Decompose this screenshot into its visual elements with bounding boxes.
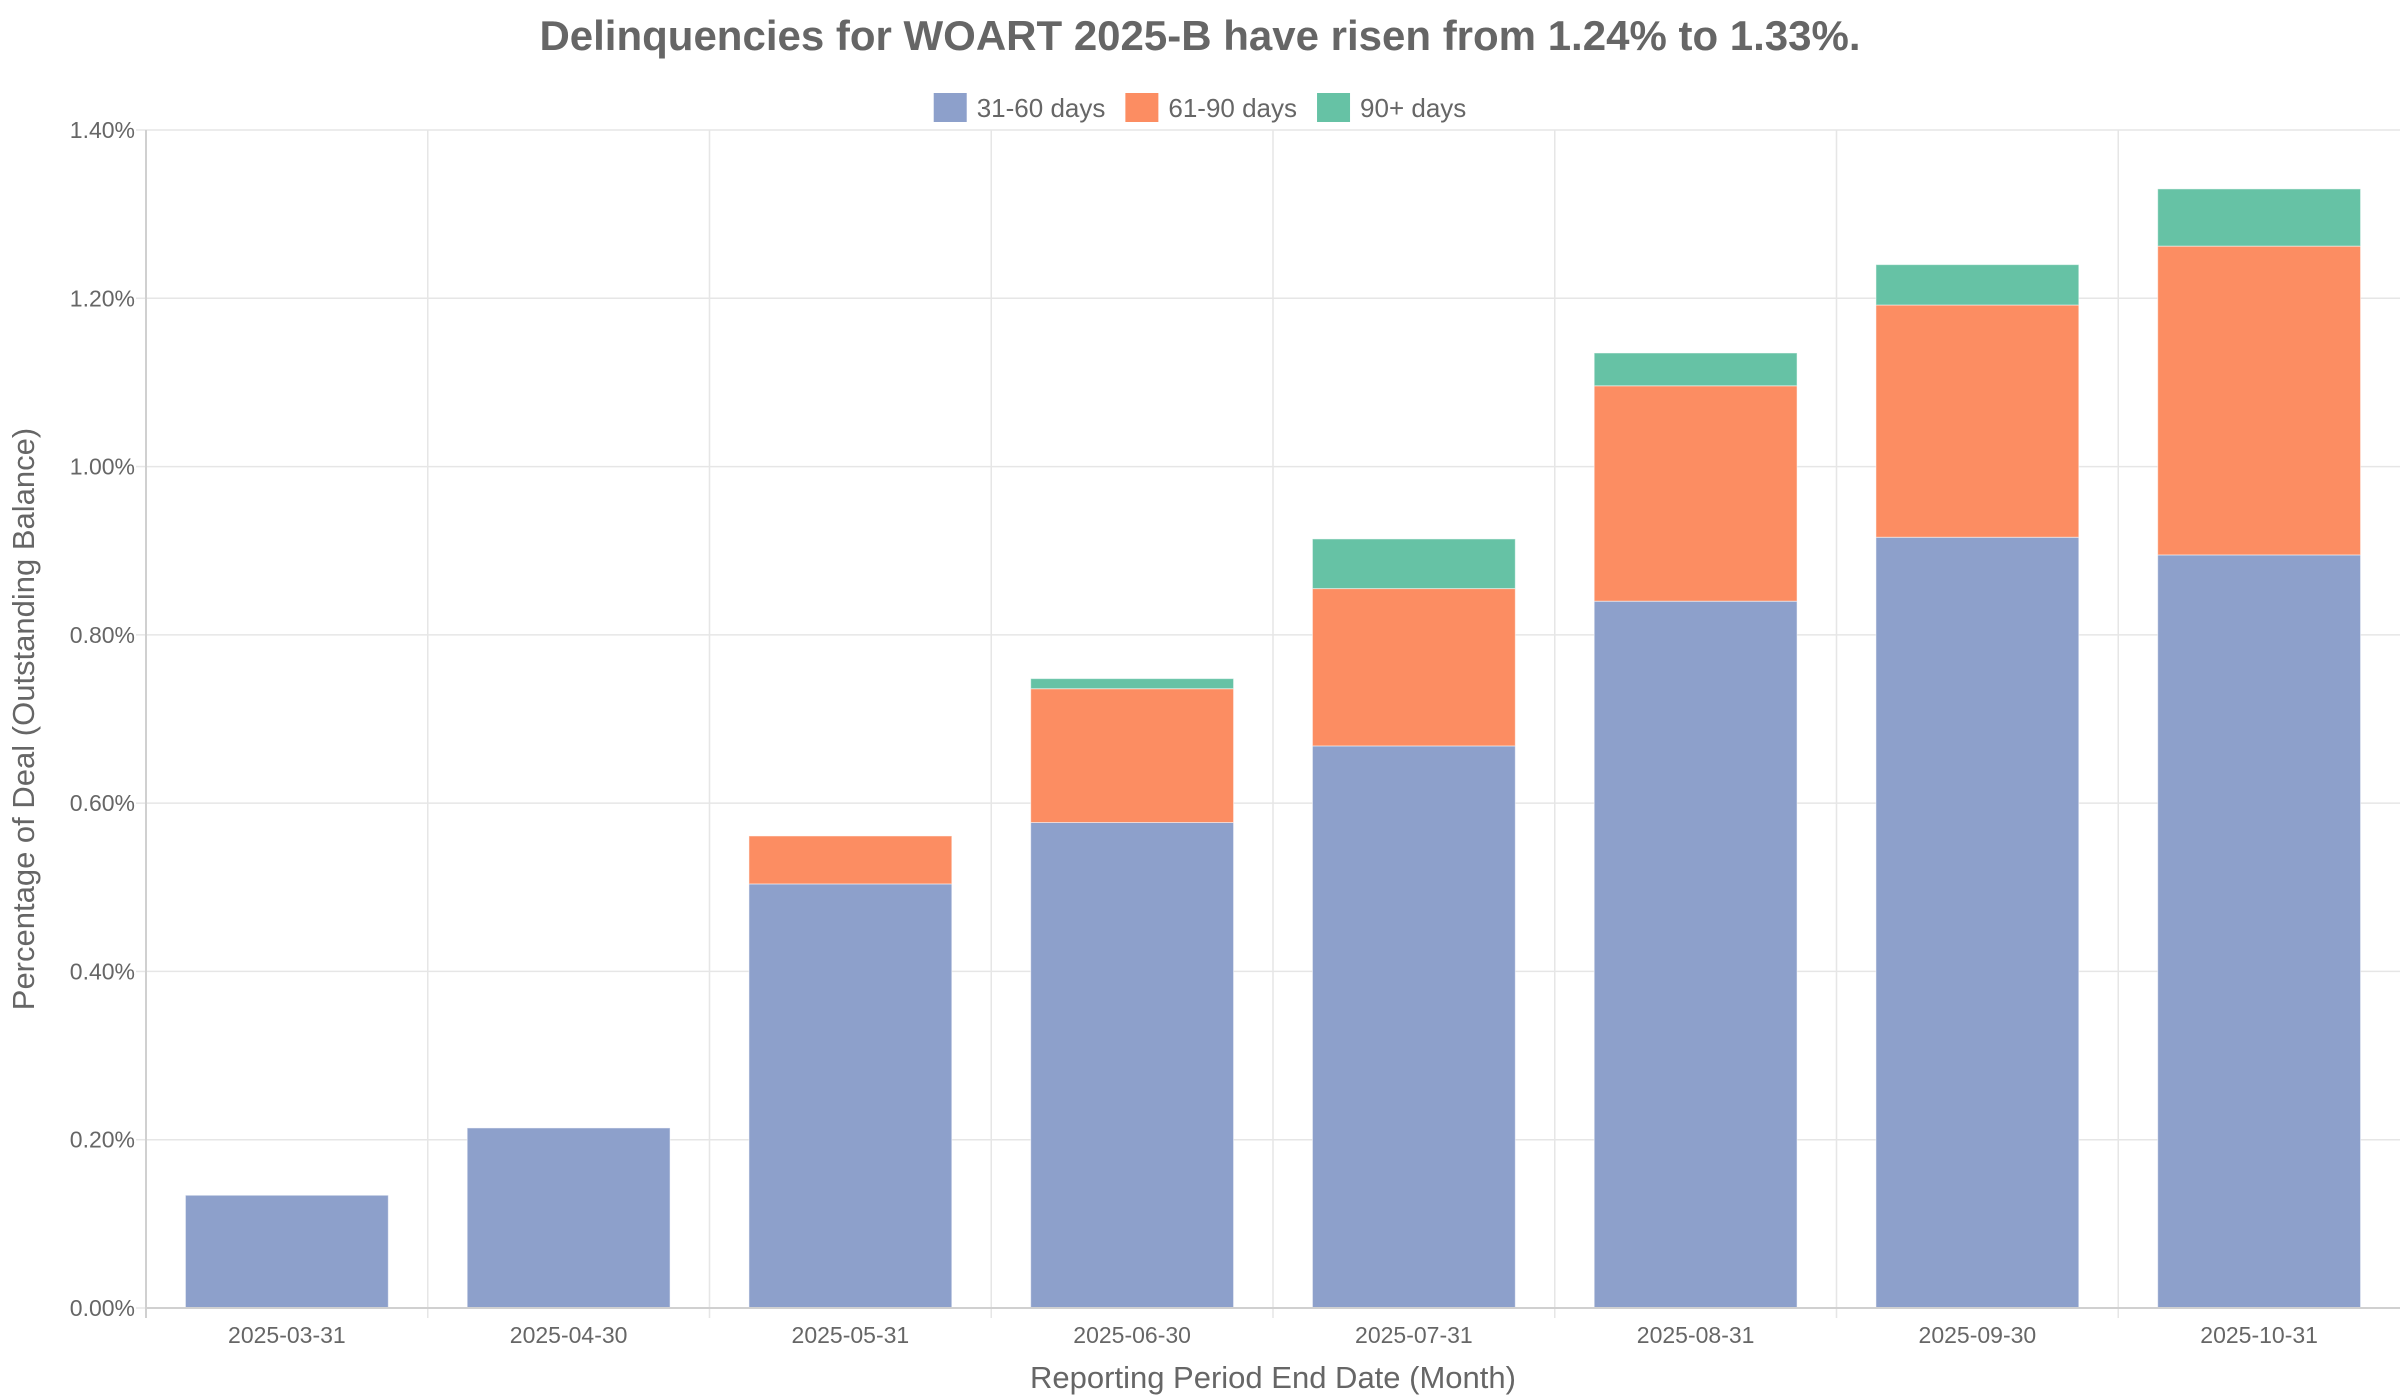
y-tick-label: 0.60% [70,790,135,816]
x-tick-label: 2025-03-31 [228,1322,346,1348]
bar-31-60-days-2025-07-31 [1311,745,1516,1309]
bar-61-90-days-2025-09-30 [1875,304,2080,538]
y-tick-labels: 0.00% 0.20% 0.40% 0.60% 0.80% 1.00% 1.20% 1.40% [70,117,135,1321]
axes [145,130,2400,1318]
x-tick-label: 2025-07-31 [1355,1322,1473,1348]
bar-31-60-days-2025-10-31 [2157,554,2362,1309]
y-tick-label: 1.40% [70,117,135,143]
bar-61-90-days-2025-07-31 [1311,588,1516,747]
x-tick-label: 2025-10-31 [2200,1322,2318,1348]
y-tick-label: 1.20% [70,285,135,311]
bar-90-days-2025-10-31 [2157,188,2362,247]
bar-31-60-days-2025-06-30 [1030,821,1235,1309]
bar-90-days-2025-06-30 [1030,678,1235,690]
bar-31-60-days-2025-05-31 [748,883,953,1309]
bar-31-60-days-2025-03-31 [184,1194,389,1309]
bar-31-60-days-2025-04-30 [466,1127,671,1309]
x-axis-title: Reporting Period End Date (Month) [1030,1360,1516,1395]
legend-label-90-days: 90+ days [1360,93,1466,123]
x-tick-labels: 2025-03-31 2025-04-30 2025-05-31 2025-06-30… [228,1322,2318,1348]
legend-swatch-31-60-days [933,93,967,122]
bar-61-90-days-2025-05-31 [748,835,953,885]
legend-label-61-90-days: 61-90 days [1168,93,1297,123]
bar-61-90-days-2025-10-31 [2157,245,2362,556]
chart-title: Delinquencies for WOART 2025-B have rise… [539,12,1860,59]
bar-31-60-days-2025-09-30 [1875,536,2080,1309]
legend-swatch-90-days [1317,93,1351,122]
bar-90-days-2025-09-30 [1875,264,2080,306]
y-tick-label: 1.00% [70,454,135,480]
x-tick-label: 2025-06-30 [1073,1322,1191,1348]
bar-61-90-days-2025-08-31 [1593,385,1798,602]
y-tick-label: 0.00% [70,1295,135,1321]
x-tick-label: 2025-08-31 [1637,1322,1755,1348]
x-tick-label: 2025-09-30 [1919,1322,2037,1348]
legend: 31-60 days 61-90 days 90+ days [933,93,1466,123]
y-tick-label: 0.40% [70,958,135,984]
bar-90-days-2025-07-31 [1311,538,1516,590]
bars [184,188,2362,1309]
bar-31-60-days-2025-08-31 [1593,600,1798,1309]
x-tick-label: 2025-04-30 [510,1322,628,1348]
bar-90-days-2025-08-31 [1593,352,1798,387]
legend-label-31-60-days: 31-60 days [977,93,1106,123]
legend-swatch-61-90-days [1125,93,1159,122]
y-axis-title: Percentage of Deal (Outstanding Balance) [6,428,41,1010]
y-tick-label: 0.20% [70,1127,135,1153]
bar-61-90-days-2025-06-30 [1030,688,1235,823]
x-tick-label: 2025-05-31 [792,1322,910,1348]
y-tick-label: 0.80% [70,622,135,648]
